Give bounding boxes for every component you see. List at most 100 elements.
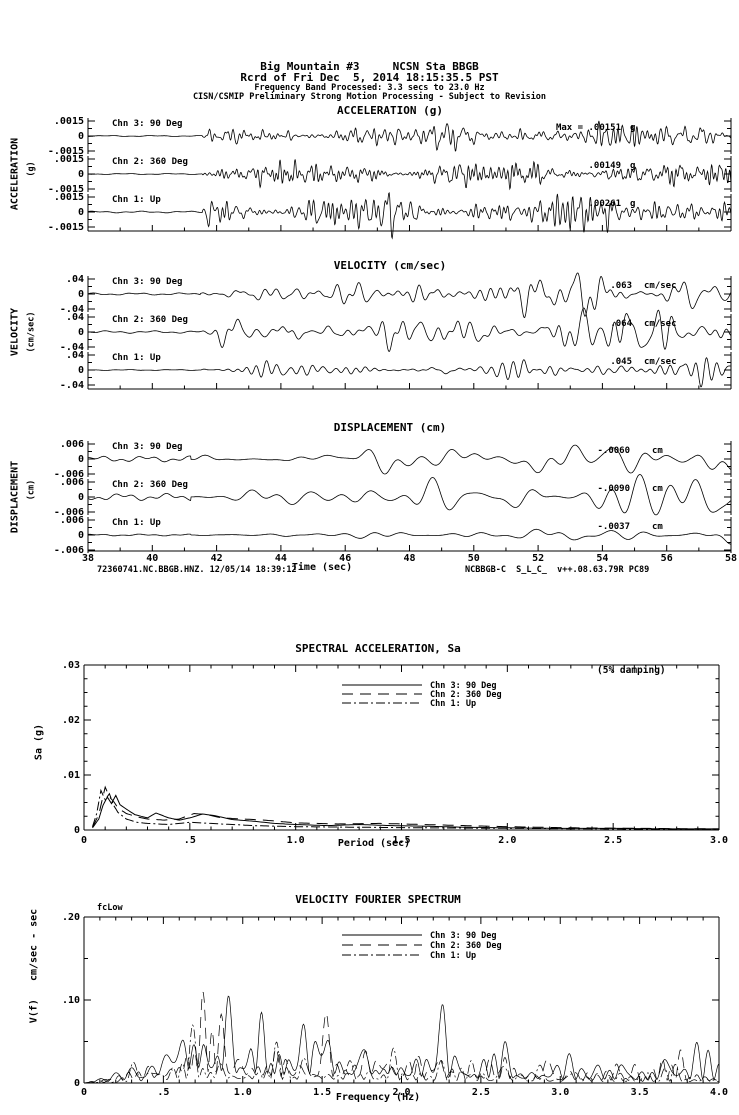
y-tick-label: 0 — [78, 169, 84, 180]
spectrum-curve — [92, 788, 719, 830]
frequency-band-note: Frequency Band Processed: 3.3 secs to 23… — [254, 83, 485, 93]
x-tick-label: 0 — [81, 835, 87, 846]
channel-label: Chn 1: Up — [112, 353, 161, 363]
x-tick-label: .5 — [184, 835, 196, 846]
x-tick-label: 2.0 — [498, 835, 516, 846]
y-tick-label: .006 — [60, 477, 84, 488]
y-tick-label: .03 — [62, 660, 80, 671]
y-tick-label: .0015 — [54, 154, 84, 165]
waveform-trace — [88, 528, 732, 545]
channel-label: Chn 3: 90 Deg — [112, 442, 182, 452]
spectral-acceleration-title: SPECTRAL ACCELERATION, Sa — [295, 642, 461, 655]
y-tick-label: 0 — [74, 1078, 80, 1089]
displacement-axis-label: DISPLACEMENT — [9, 460, 21, 534]
max-value-label: Max = .00151 — [556, 123, 621, 133]
x-tick-label: 1.5 — [313, 1087, 331, 1098]
x-tick-label: 52 — [532, 553, 544, 564]
waveform-trace — [87, 444, 732, 475]
y-tick-label: .20 — [62, 912, 80, 923]
channel-label: Chn 1: Up — [112, 195, 161, 205]
processing-version-footer: NCBBGB-C S_L_C_ v++.08.63.79R PC89 — [465, 565, 650, 575]
y-tick-label: 0 — [78, 327, 84, 338]
y-tick-label: 0 — [78, 207, 84, 218]
record-id-footer: 72360741.NC.BBGB.HNZ. 12/05/14 18:39:12 — [97, 565, 297, 575]
max-value-label: .00261 — [588, 199, 621, 209]
y-tick-label: -.0015 — [48, 146, 84, 157]
x-tick-label: 2.0 — [392, 1087, 410, 1098]
x-tick-label: 1.0 — [234, 1087, 252, 1098]
x-tick-label: 46 — [339, 553, 351, 564]
x-tick-label: 54 — [596, 553, 608, 564]
y-tick-label: -.006 — [54, 545, 84, 556]
legend-label: Chn 1: Up — [430, 951, 476, 961]
y-tick-label: .006 — [60, 515, 84, 526]
y-tick-label: .0015 — [54, 192, 84, 203]
damping-note: (5% damping) — [597, 665, 666, 676]
y-tick-label: -.0015 — [48, 222, 84, 233]
y-tick-label: -.04 — [60, 304, 84, 315]
y-tick-label: 0 — [78, 365, 84, 376]
max-unit-label: cm — [652, 484, 663, 494]
legend-label: Chn 2: 360 Deg — [430, 941, 502, 951]
legend-label: Chn 1: Up — [430, 699, 476, 709]
waveform-trace — [87, 474, 732, 516]
x-tick-label: 58 — [725, 553, 737, 564]
x-tick-label: 3.0 — [710, 835, 728, 846]
x-tick-label: 3.5 — [631, 1087, 649, 1098]
displacement-section-title: DISPLACEMENT (cm) — [333, 421, 447, 434]
x-tick-label: 50 — [468, 553, 480, 564]
channel-label: Chn 2: 360 Deg — [112, 157, 188, 167]
y-tick-label: 0 — [78, 289, 84, 300]
y-tick-label: .10 — [62, 995, 80, 1006]
y-tick-label: -.006 — [54, 507, 84, 518]
legend-label: Chn 2: 360 Deg — [430, 690, 502, 700]
x-tick-label: 48 — [403, 553, 415, 564]
y-tick-label: -.006 — [54, 469, 84, 480]
legend-label: Chn 3: 90 Deg — [430, 681, 497, 691]
waveform-trace — [88, 192, 732, 240]
waveform-trace — [88, 159, 732, 191]
x-tick-label: 38 — [82, 553, 94, 564]
y-tick-label: -.04 — [60, 342, 84, 353]
y-tick-label: .04 — [66, 312, 84, 323]
channel-label: Chn 3: 90 Deg — [112, 277, 182, 287]
channel-label: Chn 2: 360 Deg — [112, 315, 188, 325]
waveform-trace — [88, 120, 732, 152]
max-value-label: -.0037 — [597, 522, 630, 532]
max-value-label: .045 — [610, 357, 632, 367]
channel-label: Chn 2: 360 Deg — [112, 480, 188, 490]
y-tick-label: 0 — [74, 825, 80, 836]
x-tick-label: 2.5 — [604, 835, 622, 846]
y-tick-label: 0 — [78, 131, 84, 142]
period-axis-label: Period (sec) — [337, 838, 411, 849]
max-unit-label: cm/sec — [644, 281, 677, 291]
y-tick-label: 0 — [78, 454, 84, 465]
y-tick-label: -.0015 — [48, 184, 84, 195]
x-tick-label: 4.0 — [710, 1087, 728, 1098]
x-tick-label: 44 — [275, 553, 287, 564]
velocity-axis-unit: (cm/sec) — [26, 311, 37, 353]
sa-axis-label: Sa (g) — [33, 723, 45, 761]
max-unit-label: g — [630, 199, 635, 209]
y-tick-label: .0015 — [54, 116, 84, 127]
max-value-label: .064 — [610, 319, 632, 329]
waveform-trace — [87, 357, 732, 388]
max-value-label: -.0090 — [597, 484, 630, 494]
spectrum-curve — [92, 785, 719, 830]
fourier-curve — [84, 991, 720, 1084]
y-tick-label: 0 — [78, 530, 84, 541]
acceleration-section-title: ACCELERATION (g) — [337, 104, 443, 117]
x-tick-label: .5 — [157, 1087, 169, 1098]
frequency-axis-label: Frequency (Hz) — [335, 1092, 421, 1103]
max-unit-label: cm — [652, 446, 663, 456]
record-datetime: Rcrd of Fri Dec 5, 2014 18:15:35.5 PST — [240, 71, 499, 84]
max-value-label: .063 — [610, 281, 632, 291]
x-tick-label: 3.0 — [551, 1087, 569, 1098]
max-unit-label: cm/sec — [644, 319, 677, 329]
time-axis-label: Time (sec) — [291, 562, 353, 573]
y-tick-label: 0 — [78, 492, 84, 503]
y-tick-label: .006 — [60, 439, 84, 450]
acceleration-axis-label: ACCELERATION — [9, 137, 21, 211]
fourier-curve — [83, 995, 720, 1084]
